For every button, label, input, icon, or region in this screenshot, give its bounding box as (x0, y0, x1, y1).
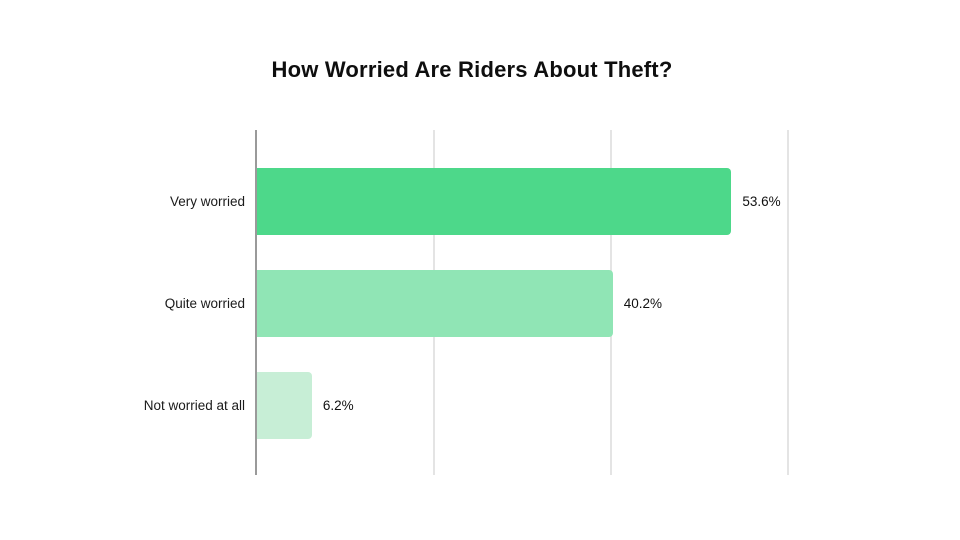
bar-quite-worried (257, 270, 613, 337)
category-label-not-worried-at-all: Not worried at all (143, 398, 245, 413)
category-label-quite-worried: Quite worried (164, 296, 245, 311)
value-label-quite-worried: 40.2% (623, 296, 663, 311)
bar-not-worried-at-all (257, 372, 312, 439)
value-label-very-worried: 53.6% (742, 194, 781, 209)
plot-area: Very worried 53.6% Quite worried 40.2% Not w… (144, 130, 957, 475)
chart-title: How Worried Are Riders About Theft? (271, 57, 673, 82)
bar-very-worried (257, 168, 732, 235)
y-axis-line (255, 130, 257, 475)
gridline-60 (787, 130, 789, 475)
category-label-very-worried: Very worried (169, 194, 245, 209)
value-label-not-worried-at-all: 6.2% (322, 398, 354, 413)
